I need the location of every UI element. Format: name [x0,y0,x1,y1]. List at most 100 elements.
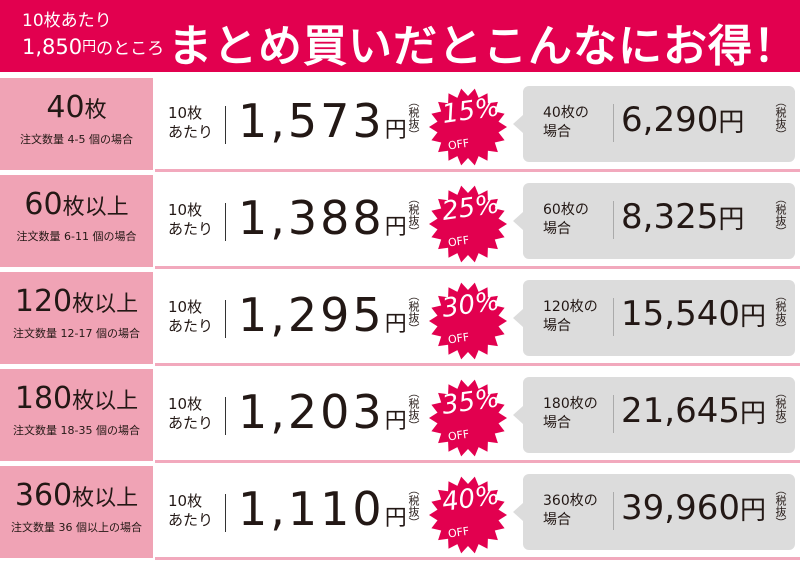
base-price: 1,850 [22,35,83,59]
case-label-line: 40枚の [543,105,589,121]
label-line: あたり [168,317,214,335]
unit-price: 1,203円 [238,385,407,439]
case-label-line: 180枚の [543,396,598,412]
divider [613,201,614,239]
quantity-unit: 枚以上 [72,292,139,317]
label-line: あたり [168,414,214,432]
divider [225,300,226,338]
quantity-unit: 枚以上 [72,389,139,414]
per-10-label: 10枚 あたり [168,492,213,530]
total-value: 39,960 [621,488,740,528]
discount-badge: 15% OFF [428,88,508,166]
divider [225,203,226,241]
yen-label: 円 [384,506,407,531]
tax-excluded-label: （税抜） [407,193,420,237]
yen-label: 円 [739,496,766,526]
divider [613,104,614,142]
discount-badge: 35% OFF [428,379,508,457]
case-label-line: 360枚の [543,493,598,509]
case-label-line: 120枚の [543,299,598,315]
discount-badge: 30% OFF [428,282,508,360]
quantity: 40 [46,90,85,125]
header-banner: 10枚あたり 1,850円のところ まとめ買いだとこんなにお得！ [0,0,800,72]
order-condition: 注文数量 36 個以上の場合 [11,521,142,534]
starburst-icon [429,185,507,263]
order-condition: 注文数量 12-17 個の場合 [13,327,140,340]
label-line: 10枚 [168,395,203,413]
per-10-label: 10枚 あたり [168,395,213,433]
price-row: 180枚以上 注文数量 18-35 個の場合 10枚 あたり 1,203円 （税抜… [0,367,800,463]
total-value: 15,540 [621,294,740,334]
quantity-unit: 枚以上 [62,195,129,220]
case-label-line: 場合 [543,124,571,140]
case-label: 360枚の場合 [543,492,598,530]
unit-price-value: 1,388 [238,191,385,245]
total-box: 60枚の 場合 8,325円 （税抜） [513,183,795,259]
discount-badge: 25% OFF [428,185,508,263]
total-value: 6,290 [621,100,719,140]
yen-label: 円 [718,205,745,235]
unit-price-value: 1,573 [238,94,385,148]
tax-excluded-label: （税抜） [407,484,420,528]
quantity-unit: 枚以上 [72,486,139,511]
unit-price: 1,388円 [238,191,407,245]
quantity-cell: 360枚以上 注文数量 36 個以上の場合 [0,466,153,558]
page-title: まとめ買いだとこんなにお得！ [168,21,798,72]
quantity-cell: 40枚 注文数量 4-5 個の場合 [0,78,153,170]
yen-label: 円 [739,302,766,332]
total-box: 120枚の場合 15,540円 （税抜） [513,280,795,356]
quantity-cell: 180枚以上 注文数量 18-35 個の場合 [0,369,153,461]
quantity-unit: 枚 [84,98,107,123]
unit-price: 1,295円 [238,288,407,342]
base-qty-text: 枚あたり [43,11,112,31]
discount-badge: 40% OFF [428,476,508,554]
total-price: 8,325円 [621,197,744,237]
total-box: 40枚の場合 6,290円 （税抜） [513,86,795,162]
case-label-line: 60枚の [543,202,589,218]
price-row: 40枚 注文数量 4-5 個の場合 10枚 あたり 1,573円 （税抜） 15%… [0,76,800,172]
case-label: 180枚の場合 [543,395,598,433]
quantity-cell: 120枚以上 注文数量 12-17 個の場合 [0,272,153,364]
unit-price: 1,110円 [238,482,407,536]
quantity: 180 [14,381,73,416]
tax-excluded-label: （税抜） [774,387,787,431]
base-qty: 10 [22,11,44,31]
base-price-text: のところ [96,39,165,59]
tax-excluded-label: （税抜） [407,387,420,431]
case-label: 120枚の場合 [543,298,598,336]
yen-label: 円 [384,312,407,337]
quantity: 60 [24,187,63,222]
yen-label: 円 [739,399,766,429]
label-line: あたり [168,123,214,141]
case-label-line: 場合 [543,415,571,431]
price-row: 360枚以上 注文数量 36 個以上の場合 10枚 あたり 1,110円 （税抜）… [0,464,800,560]
tax-excluded-label: （税抜） [407,96,420,140]
tax-excluded-label: （税抜） [774,96,787,140]
total-value: 21,645 [621,391,740,431]
divider [225,106,226,144]
case-label: 60枚の 場合 [543,201,589,239]
total-box: 180枚の場合 21,645円 （税抜） [513,377,795,453]
label-line: 10枚 [168,201,203,219]
unit-price: 1,573円 [238,94,407,148]
label-line: あたり [168,220,214,238]
total-price: 6,290円 [621,100,744,140]
yen-label: 円 [384,409,407,434]
case-label-line: 場合 [543,318,571,334]
tax-excluded-label: （税抜） [774,290,787,334]
order-condition: 注文数量 18-35 個の場合 [13,424,140,437]
label-line: 10枚 [168,492,203,510]
total-price: 15,540円 [621,294,766,334]
case-label: 40枚の場合 [543,104,589,142]
case-label-line: 場合 [543,512,571,528]
unit-price-value: 1,203 [238,385,385,439]
per-10-label: 10枚 あたり [168,298,213,336]
order-condition: 注文数量 6-11 個の場合 [16,230,137,243]
quantity-cell: 60枚以上 注文数量 6-11 個の場合 [0,175,153,267]
total-value: 8,325 [621,197,719,237]
per-10-label: 10枚 あたり [168,201,213,239]
unit-price-value: 1,295 [238,288,385,342]
base-price-note: 10枚あたり 1,850円のところ [22,8,164,62]
total-box: 360枚の 場合 39,960円 （税抜） [513,474,795,550]
order-condition: 注文数量 4-5 個の場合 [20,133,133,146]
